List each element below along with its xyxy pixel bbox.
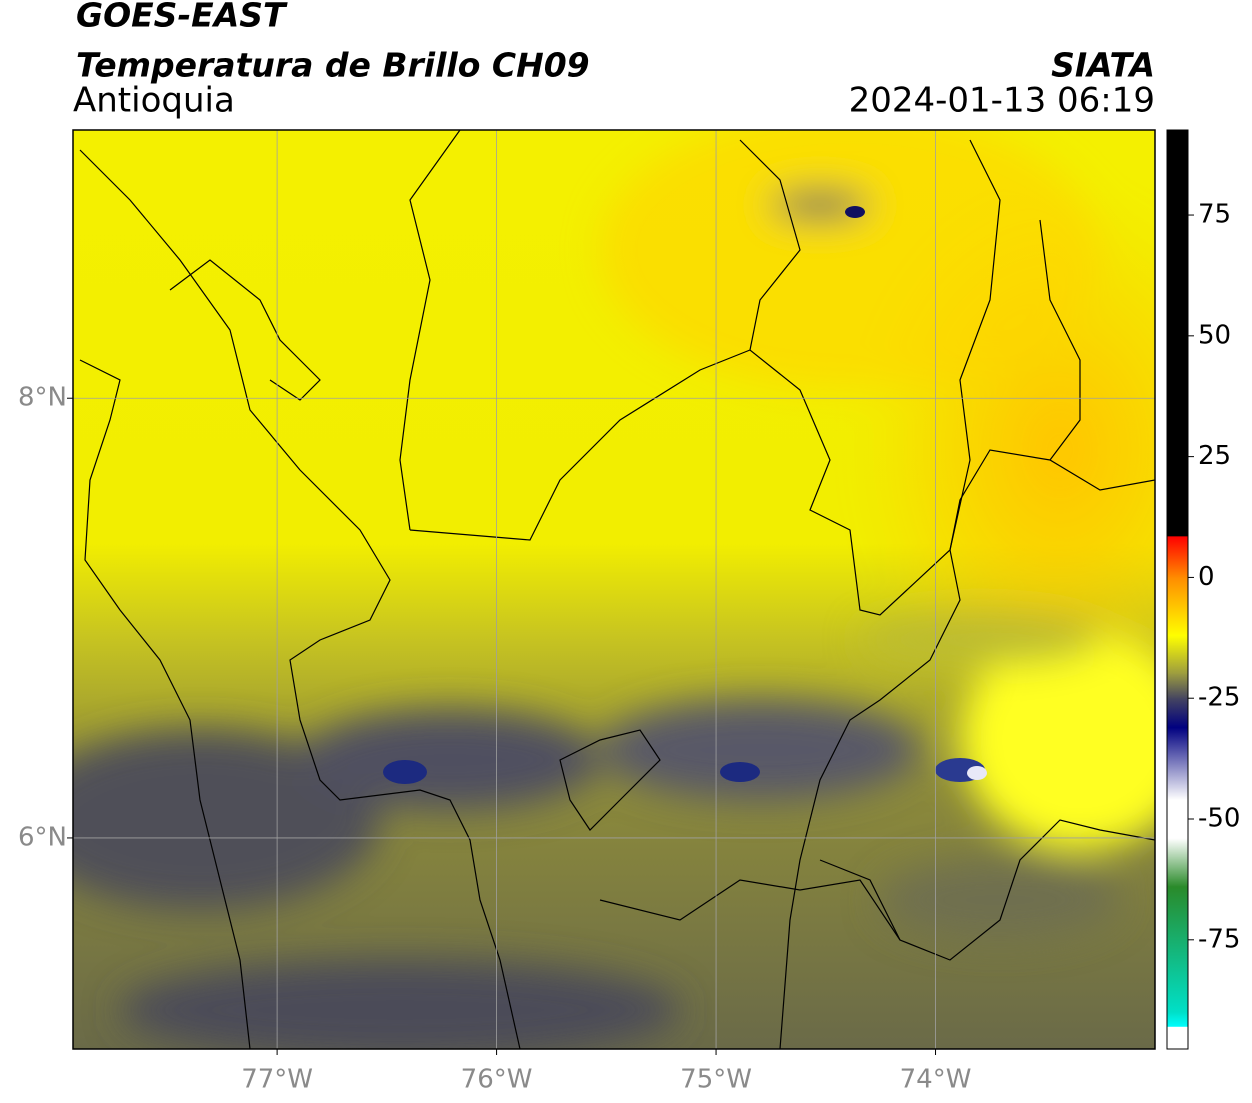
colorbar-segment <box>1167 727 1188 801</box>
x-tick-label: 75°W <box>680 1065 752 1095</box>
colorbar-tick-label: 25 <box>1198 441 1231 471</box>
cold-cloud <box>845 206 865 218</box>
colorbar-segment <box>1167 674 1188 699</box>
colorbar-segment <box>1167 635 1188 675</box>
colorbar-tick-label: 50 <box>1198 320 1231 350</box>
datetime-label: 2024-01-13 06:19 <box>849 81 1155 121</box>
y-tick-label: 6°N <box>18 822 67 852</box>
grid <box>73 130 1155 1049</box>
x-tick-label: 76°W <box>461 1065 533 1095</box>
map-area <box>73 130 1155 1049</box>
colorbar-tick-label: -25 <box>1198 683 1240 713</box>
colorbar-tick-label: 75 <box>1198 200 1231 230</box>
colorbar-segment <box>1167 1026 1188 1050</box>
cold-cloud <box>720 762 760 782</box>
colorbar-segment <box>1167 698 1188 728</box>
colorbar-tick-label: -50 <box>1198 804 1240 834</box>
source-label: SIATA <box>1051 46 1155 85</box>
map-frame <box>72 129 1156 1050</box>
boundaries <box>79 130 1155 1049</box>
colorbar-segment <box>1167 886 1188 1013</box>
cold-cloud-core <box>967 766 987 780</box>
colorbar-segment <box>1167 799 1188 839</box>
map-subtitle: Temperatura de Brillo CH09 <box>76 46 590 85</box>
cold-cloud <box>383 760 427 784</box>
colorbar-tick-label: 0 <box>1198 562 1215 592</box>
colorbar-segment <box>1167 577 1188 636</box>
colorbar-frame <box>1166 129 1189 1050</box>
x-tick-label: 77°W <box>241 1065 313 1095</box>
colorbar-segment <box>1167 130 1188 537</box>
colorbar-tick-label: -75 <box>1198 924 1240 954</box>
x-tick-label: 74°W <box>900 1065 972 1095</box>
y-tick-label: 8°N <box>18 383 67 413</box>
cloud-field <box>73 130 1155 1049</box>
colorbar-segment <box>1167 838 1188 888</box>
map-title: GOES-EAST <box>76 0 288 35</box>
region-label: Antioquia <box>73 81 235 121</box>
colorbar-segment <box>1167 536 1188 578</box>
colorbar-segment <box>1167 1012 1188 1028</box>
